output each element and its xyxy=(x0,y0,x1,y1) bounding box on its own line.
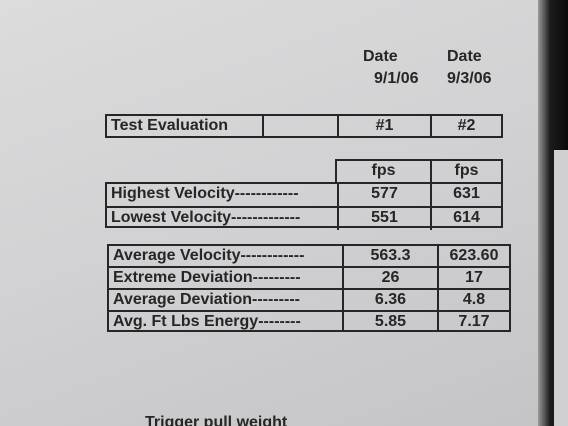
title-table: Test Evaluation #1 #2 xyxy=(105,114,503,138)
row-label: Avg. Ft Lbs Energy-------- xyxy=(113,313,301,330)
row-label: Average Deviation--------- xyxy=(113,291,300,308)
cell-value: 623.60 xyxy=(437,246,509,266)
row-label: Extreme Deviation--------- xyxy=(113,269,301,286)
empty-cell xyxy=(262,116,337,136)
column-header: #2 xyxy=(430,116,501,136)
column-header: #1 xyxy=(337,116,430,136)
unit-header: fps xyxy=(371,162,396,179)
cell-value: 7.17 xyxy=(437,312,509,332)
cell-value: 614 xyxy=(430,208,501,230)
row-label: Highest Velocity------------ xyxy=(111,185,299,202)
footer-text: Trigger pull weight xyxy=(145,414,288,426)
row-label: Average Velocity------------ xyxy=(113,247,305,264)
table-title: Test Evaluation xyxy=(111,117,229,134)
cell-value: 563.3 xyxy=(342,246,437,266)
cell-value: 551 xyxy=(337,208,430,230)
row-label: Lowest Velocity------------- xyxy=(111,209,301,226)
stats-table: Average Velocity------------ 563.3 623.6… xyxy=(107,244,511,332)
date-value: 9/3/06 xyxy=(447,70,492,87)
cell-value: 4.8 xyxy=(437,290,509,310)
velocity-table: Highest Velocity------------ 577 631 Low… xyxy=(105,182,503,230)
date-header: Date xyxy=(363,48,398,65)
cell-value: 577 xyxy=(337,184,430,206)
date-value: 9/1/06 xyxy=(374,70,419,87)
paper-edge xyxy=(554,150,568,426)
cell-value: 17 xyxy=(437,268,509,288)
units-header: fps fps xyxy=(335,159,503,184)
cell-value: 631 xyxy=(430,184,501,206)
unit-header: fps xyxy=(430,161,501,183)
cell-value: 5.85 xyxy=(342,312,437,332)
cell-value: 6.36 xyxy=(342,290,437,310)
cell-value: 26 xyxy=(342,268,437,288)
date-header: Date xyxy=(447,48,482,65)
